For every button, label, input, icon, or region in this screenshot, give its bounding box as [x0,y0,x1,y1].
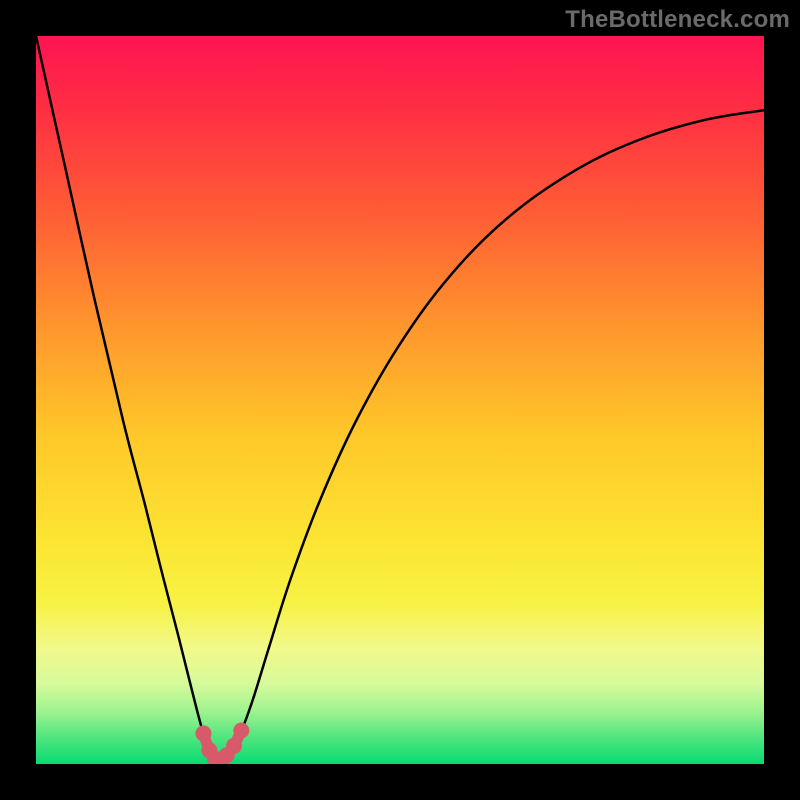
gradient-background [36,36,764,764]
plot-area [36,36,764,764]
chart-frame: TheBottleneck.com [0,0,800,800]
attribution-text: TheBottleneck.com [565,6,790,34]
